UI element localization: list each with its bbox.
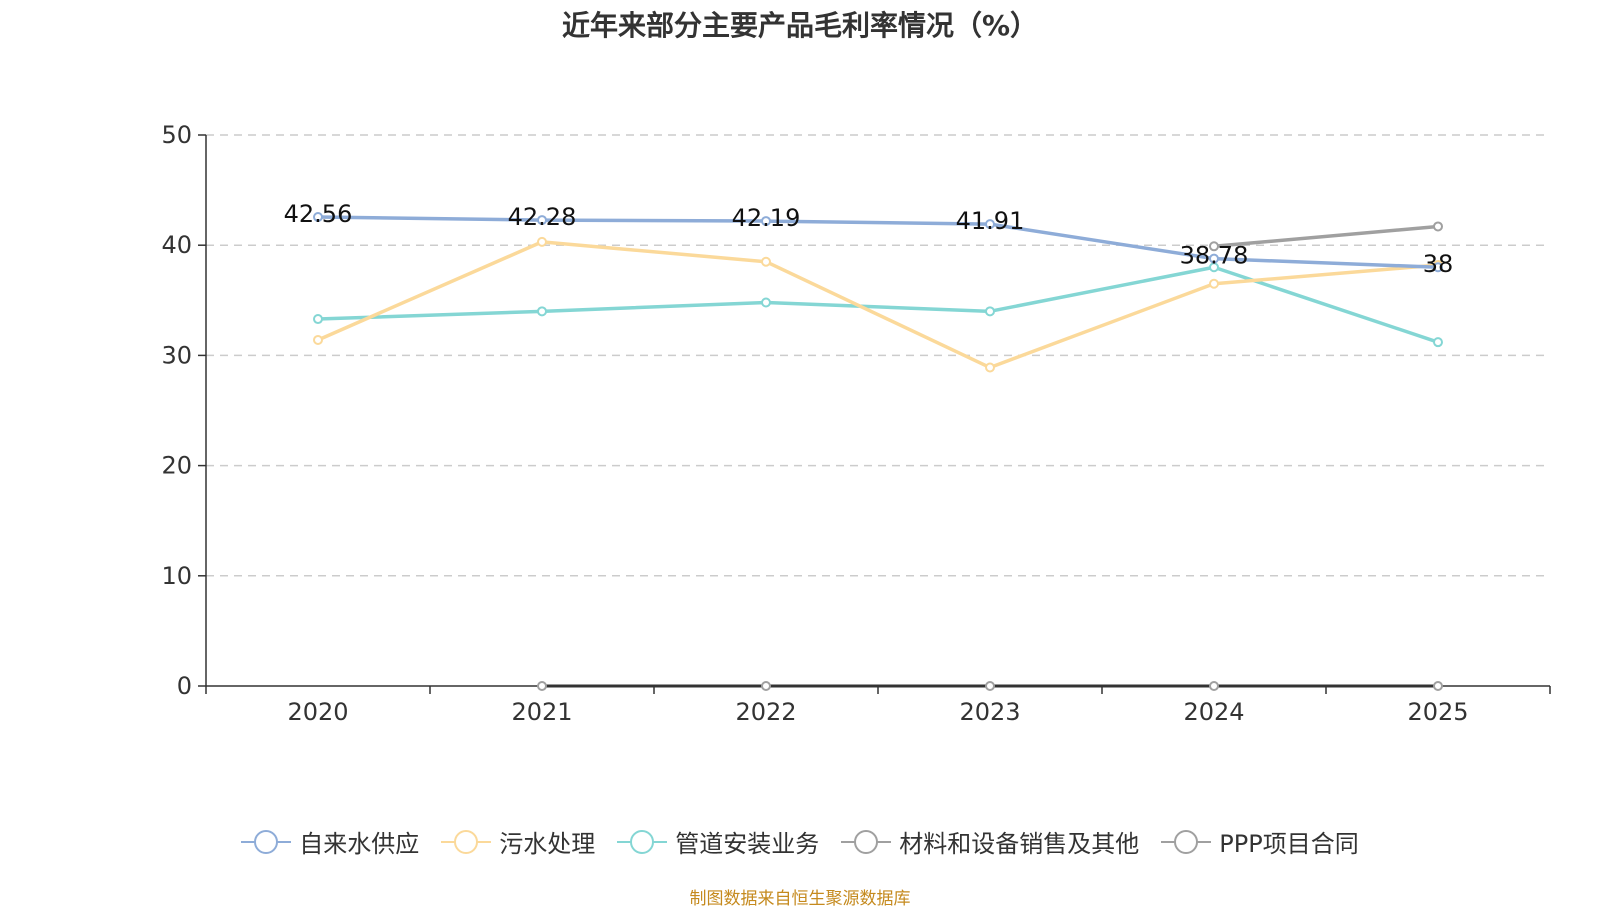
- data-point: [537, 306, 547, 317]
- legend-label: 管道安装业务: [675, 830, 820, 858]
- data-point: [1209, 253, 1219, 264]
- data-point: [1433, 221, 1443, 232]
- data-point: [313, 334, 323, 345]
- data-point: [761, 297, 771, 308]
- data-point: [1433, 262, 1443, 273]
- series-layer: [313, 211, 1443, 691]
- data-point: [1433, 681, 1443, 691]
- x-tick-label: 2025: [1407, 698, 1468, 726]
- y-tick-label: 0: [177, 672, 192, 700]
- data-label: 41.91: [956, 207, 1025, 235]
- data-point: [537, 236, 547, 247]
- series-line: [317, 240, 1439, 370]
- data-label: 42.19: [732, 204, 801, 232]
- data-label: 42.28: [508, 203, 577, 231]
- data-point: [313, 314, 323, 325]
- x-tick-label: 2021: [511, 698, 572, 726]
- series-line: [317, 215, 1439, 269]
- data-point: [537, 215, 547, 226]
- legend-item[interactable]: 管道安装业务: [617, 824, 819, 859]
- data-point: [1209, 278, 1219, 289]
- y-tick-label: 20: [161, 452, 192, 480]
- x-tick-label: 2023: [959, 698, 1020, 726]
- legend-swatch: [617, 829, 668, 854]
- data-point: [985, 681, 995, 691]
- y-tick-label: 30: [161, 341, 192, 369]
- data-label: 38: [1423, 250, 1454, 278]
- axis-layer: 0 10 20 30 40 50 2020 2021 2022 2023 2024 2025: [161, 121, 1551, 726]
- data-point: [985, 306, 995, 317]
- legend-item[interactable]: 材料和设备销售及其他: [841, 824, 1139, 859]
- x-tick-label: 2020: [287, 698, 348, 726]
- legend-item[interactable]: 自来水供应: [241, 824, 419, 859]
- data-label: 38.78: [1180, 242, 1249, 270]
- data-point: [1209, 241, 1219, 252]
- y-tick-label: 10: [161, 562, 192, 590]
- data-point: [1209, 681, 1219, 691]
- data-point: [1433, 337, 1443, 348]
- data-point: [761, 256, 771, 267]
- series-line: [1213, 224, 1439, 249]
- series-污水处理: [313, 236, 1443, 373]
- series-自来水供应: [313, 211, 1443, 273]
- legend: 自来水供应 污水处理 管道安装业务 材料和设备销售及其他 PPP项目合同: [0, 824, 1600, 859]
- data-label-layer: 42.56 42.28 42.19 41.91 38.78 38: [284, 200, 1454, 278]
- legend-swatch: [241, 829, 292, 854]
- data-point: [985, 362, 995, 373]
- legend-swatch: [441, 829, 492, 854]
- chart-title: 近年来部分主要产品毛利率情况（%）: [561, 9, 1039, 42]
- legend-item[interactable]: 污水处理: [441, 824, 595, 859]
- legend-label: 污水处理: [499, 830, 596, 858]
- data-point: [761, 216, 771, 227]
- data-point: [985, 219, 995, 230]
- legend-label: PPP项目合同: [1219, 830, 1359, 858]
- y-tick-label: 40: [161, 231, 192, 259]
- data-label: 42.56: [284, 200, 353, 228]
- grid-layer: [206, 134, 1550, 577]
- legend-label: 自来水供应: [299, 830, 420, 858]
- series-材料和设备销售及其他: [1209, 221, 1443, 252]
- legend-swatch: [1161, 829, 1212, 854]
- y-tick-label: 50: [161, 121, 192, 149]
- x-tick-label: 2024: [1183, 698, 1244, 726]
- legend-swatch: [841, 829, 892, 854]
- source-note: 制图数据来自恒生聚源数据库: [689, 889, 911, 909]
- legend-item[interactable]: PPP项目合同: [1161, 824, 1359, 859]
- x-tick-label: 2022: [735, 698, 796, 726]
- data-point: [537, 681, 547, 691]
- data-point: [761, 681, 771, 691]
- legend-label: 材料和设备销售及其他: [899, 830, 1140, 858]
- series-管道安装业务: [313, 262, 1443, 348]
- data-point: [313, 211, 323, 222]
- series-PPP项目合同: [537, 681, 1443, 691]
